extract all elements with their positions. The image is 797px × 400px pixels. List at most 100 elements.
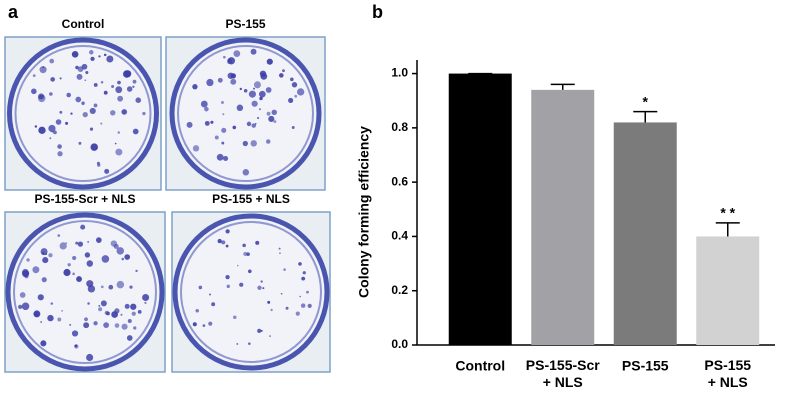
colony: [51, 131, 54, 133]
colony: [257, 285, 262, 290]
colony: [50, 302, 54, 305]
colony: [262, 287, 265, 290]
colony: [248, 90, 256, 98]
colony: [283, 268, 286, 271]
plate-rim: [172, 213, 330, 371]
colony: [291, 82, 298, 88]
colony: [248, 269, 252, 274]
colony: [76, 73, 83, 80]
x-tick-label: PS-155 + NLS: [704, 357, 751, 390]
colony: [104, 168, 110, 174]
colony: [117, 80, 121, 85]
colony: [116, 280, 125, 289]
colony: [59, 242, 67, 250]
colony: [223, 155, 229, 162]
colony: [59, 77, 62, 80]
colony: [57, 317, 62, 322]
colony: [296, 88, 305, 96]
colony: [135, 97, 142, 103]
colony: [22, 270, 30, 278]
colony: [239, 282, 244, 287]
colony: [236, 343, 239, 345]
colony: [268, 115, 275, 123]
colony: [100, 122, 103, 125]
colony: [246, 252, 250, 256]
colony: [115, 86, 123, 94]
colony: [221, 127, 227, 133]
colony: [49, 137, 52, 140]
colony: [98, 55, 101, 58]
colony: [80, 224, 86, 230]
colony: [301, 276, 306, 281]
colony: [21, 302, 30, 311]
colony: [306, 290, 309, 294]
colony: [106, 311, 110, 316]
colony: [19, 292, 26, 298]
colony: [206, 78, 214, 87]
colony: [222, 113, 225, 116]
colony: [84, 317, 88, 322]
colony: [85, 71, 89, 75]
colony: [192, 84, 198, 90]
colony: [299, 295, 301, 298]
colony: [49, 92, 53, 96]
colony: [45, 253, 48, 256]
y-tick-label: 0.2: [391, 283, 408, 297]
plate-caption: PS-155-Scr + NLS: [34, 192, 135, 206]
colony: [186, 121, 193, 128]
colony: [233, 315, 237, 319]
colony: [130, 303, 137, 310]
colony: [204, 106, 209, 112]
colony: [265, 87, 272, 93]
colony: [132, 128, 139, 135]
colony: [223, 55, 226, 59]
colony: [142, 293, 150, 302]
colony: [271, 109, 277, 116]
colony: [298, 262, 302, 266]
colony: [288, 97, 294, 103]
colony: [265, 139, 271, 144]
colony: [290, 77, 294, 82]
colony: [89, 50, 94, 55]
colony: [280, 292, 283, 295]
y-tick-label: 0.8: [391, 120, 408, 134]
colony: [110, 110, 116, 116]
colony: [294, 94, 298, 98]
colony: [63, 268, 71, 277]
colony: [226, 284, 230, 289]
colony: [77, 241, 84, 247]
colony: [230, 78, 237, 85]
colony: [100, 300, 107, 307]
colony: [67, 263, 71, 267]
colony: [48, 253, 53, 258]
colony: [59, 110, 63, 114]
colony: [132, 85, 135, 88]
colony: [307, 303, 312, 309]
colony: [49, 58, 55, 64]
colony: [121, 257, 125, 261]
colony: [86, 260, 94, 267]
panel-label: a: [8, 2, 19, 22]
colony: [242, 169, 250, 176]
colony: [87, 302, 90, 305]
plate-inner: [13, 220, 157, 364]
colony: [50, 77, 56, 82]
colony: [232, 125, 237, 130]
colony: [221, 101, 224, 104]
bar: [448, 73, 512, 346]
colony: [103, 322, 110, 329]
colony: [71, 330, 79, 337]
colony: [291, 126, 295, 129]
colony: [75, 241, 79, 245]
colony: [282, 69, 285, 73]
colony: [251, 100, 258, 107]
colony: [270, 308, 273, 312]
y-axis-label: Colony forming efficiency: [356, 126, 372, 298]
colony: [74, 344, 78, 348]
colony: [267, 300, 271, 304]
colony: [132, 79, 137, 84]
colony: [96, 237, 102, 243]
colony: [255, 240, 260, 245]
colony: [214, 135, 219, 140]
y-tick-label: 0.4: [391, 229, 408, 243]
